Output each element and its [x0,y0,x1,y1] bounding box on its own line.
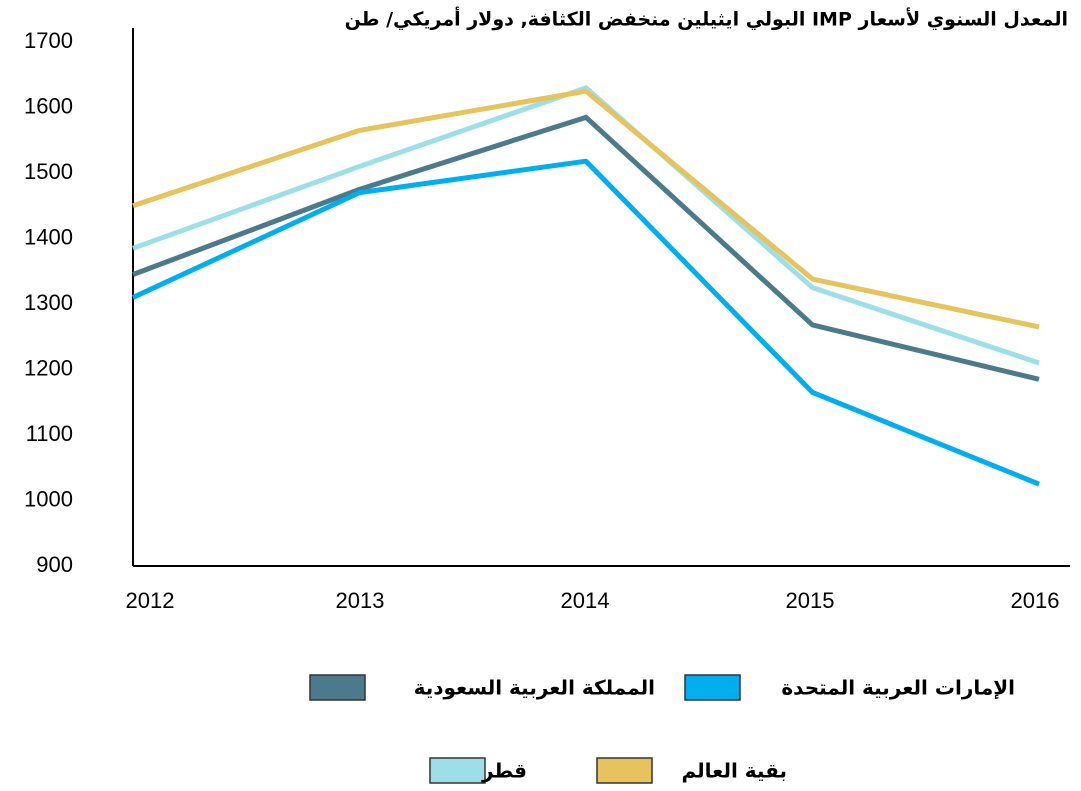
line-series [131,158,1040,487]
y-tick-label: 1400 [24,224,73,249]
legend-swatch [429,757,486,784]
x-tick-label: 2013 [336,588,385,613]
legend-label: المملكة العربية السعودية [414,676,655,700]
y-tick-label: 1300 [24,290,73,315]
line-series [132,88,1040,330]
line-series [132,85,1040,366]
legend-swatch [684,674,741,701]
x-tick-label: 2014 [561,588,610,613]
y-tick-label: 1700 [24,28,73,53]
y-tick-label: 1100 [26,421,73,446]
x-tick-label: 2012 [126,588,175,613]
legend-label: بقية العالم [681,759,787,783]
legend-swatch [596,757,653,784]
legend-label: قطر [481,759,527,783]
y-tick-label: 900 [36,552,73,577]
legend-label: الإمارات العربية المتحدة [781,676,1015,700]
y-tick-label: 1600 [24,93,73,118]
y-tick-label: 1200 [24,355,73,380]
chart-title: المعدل السنوي لأسعار IMP البولي ايثيلين … [345,7,1068,32]
x-tick-label: 2016 [1011,588,1060,613]
legend-swatch [309,674,366,701]
y-tick-label: 1500 [24,159,73,184]
y-tick-label: 1000 [24,486,73,511]
x-tick-label: 2015 [786,588,835,613]
line-series [132,114,1040,382]
